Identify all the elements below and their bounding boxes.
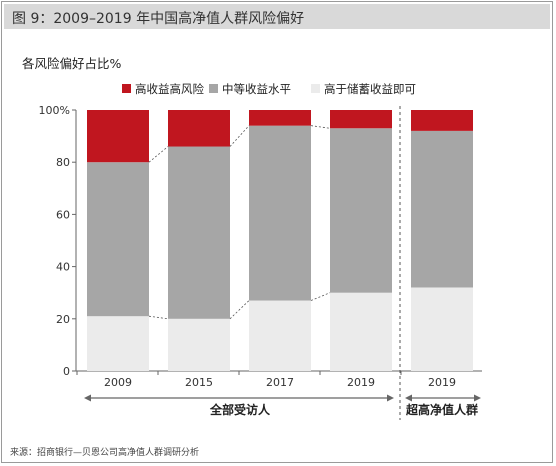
bar-medium-2015-1 — [168, 146, 230, 319]
connector-line — [148, 146, 169, 163]
figure-title: 图 9：2009–2019 年中国高净值人群风险偏好 — [12, 11, 305, 27]
group-arrow-uhnw-left-head — [405, 394, 412, 402]
x-tick-label: 2015 — [185, 376, 213, 389]
bar-medium-2017-2 — [249, 125, 311, 301]
group-label-uhnw: 超高净值人群 — [405, 402, 478, 417]
bar-high-2019-3 — [330, 110, 392, 129]
bar-low-2017-2 — [249, 300, 311, 371]
x-tick-label: 2019 — [428, 376, 456, 389]
source-note: 来源：招商银行—贝恩公司高净值人群调研分析 — [10, 448, 200, 458]
bar-medium-2019-4 — [411, 130, 473, 288]
legend-label-low: 高于储蓄收益即可 — [324, 82, 416, 96]
bar-medium-2019-3 — [330, 128, 392, 293]
title-bar: 图 9：2009–2019 年中国高净值人群风险偏好 — [4, 4, 550, 29]
connector-line — [310, 292, 331, 301]
bar-high-2019-4 — [411, 110, 473, 131]
connector-line — [310, 125, 331, 129]
bar-high-2017-2 — [249, 110, 311, 126]
bar-low-2019-3 — [330, 292, 392, 371]
bar-high-2015-1 — [168, 110, 230, 147]
x-tick-label: 2017 — [266, 376, 294, 389]
connector-line — [229, 300, 250, 320]
legend-swatch-high — [122, 84, 131, 93]
group-arrow-all-left-head — [84, 394, 91, 402]
y-tick-label: 100% — [39, 104, 70, 117]
legend-swatch-low — [311, 84, 320, 93]
y-axis-label: 各风险偏好占比% — [22, 56, 122, 71]
group-label-all: 全部受访人 — [209, 402, 271, 417]
legend-label-high: 高收益高风险 — [135, 82, 204, 96]
y-tick-label: 80 — [56, 156, 70, 169]
bar-low-2009-0 — [87, 316, 149, 371]
legend-swatch-medium — [209, 84, 218, 93]
y-tick-label: 60 — [56, 208, 70, 221]
bar-low-2015-1 — [168, 318, 230, 371]
x-tick-label: 2019 — [347, 376, 375, 389]
connector-line — [148, 315, 169, 320]
bar-medium-2009-0 — [87, 162, 149, 317]
connector-line — [229, 125, 250, 147]
bar-low-2019-4 — [411, 287, 473, 371]
group-arrow-all-right-head — [387, 394, 394, 402]
y-tick-label: 20 — [56, 313, 70, 326]
legend-label-medium: 中等收益水平 — [222, 82, 291, 96]
y-tick-label: 40 — [56, 261, 70, 274]
bar-high-2009-0 — [87, 110, 149, 163]
group-arrow-uhnw-right-head — [474, 394, 481, 402]
y-tick-label: 0 — [63, 365, 70, 378]
x-tick-label: 2009 — [104, 376, 132, 389]
